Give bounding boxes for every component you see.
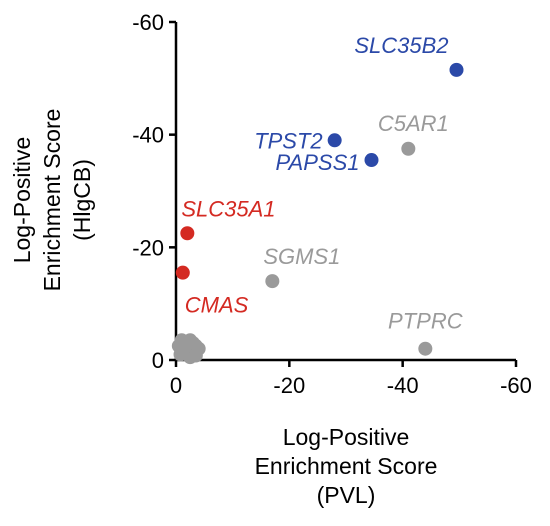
y-axis-title-line: (HlgCB) [69,159,95,241]
data-point [173,347,188,362]
data-point [265,274,280,289]
y-tick-label: -60 [132,10,164,35]
y-tick-label: 0 [152,348,164,373]
y-tick-label: -40 [132,123,164,148]
y-axis-title-line: Log-Positive [9,137,35,264]
data-point [180,226,195,241]
data-point [364,153,379,168]
data-point [449,62,464,77]
x-axis-title-line: Enrichment Score [255,453,438,479]
point-label-tpst2: TPST2 [254,128,322,153]
axes: 0 -20 -40 -60 0 -20 -40 -60 [132,10,532,398]
y-tick-label: -20 [132,235,164,260]
data-point [418,341,433,356]
point-label-slc35b2: SLC35B2 [354,33,448,58]
x-tick-label: -20 [273,373,305,398]
x-tick-label: -60 [500,373,532,398]
point-label-sgms1: SGMS1 [263,244,340,269]
data-point [175,265,190,280]
data-point [188,348,203,363]
point-label-slc35a1: SLC35A1 [181,196,275,221]
axis-titles: Log-Positive Enrichment Score (PVL)Log-Pos… [9,109,437,508]
x-tick-label: -40 [387,373,419,398]
point-label-c5ar1: C5AR1 [378,111,449,136]
y-axis-title-line: Enrichment Score [39,109,65,292]
x-tick-label: 0 [170,373,182,398]
x-axis-title: Log-Positive Enrichment Score (PVL) [255,424,438,508]
point-label-ptprc: PTPRC [388,309,463,334]
data-point [401,141,416,156]
x-axis-title-line: Log-Positive [283,424,410,450]
data-points [171,62,464,365]
x-axis-title-line: (PVL) [317,482,376,508]
y-axis-title: Log-Positive Enrichment Score (HlgCB) [9,109,95,292]
data-point [327,133,342,148]
point-label-cmas: CMAS [185,293,249,318]
point-label-papss1: PAPSS1 [276,150,360,175]
